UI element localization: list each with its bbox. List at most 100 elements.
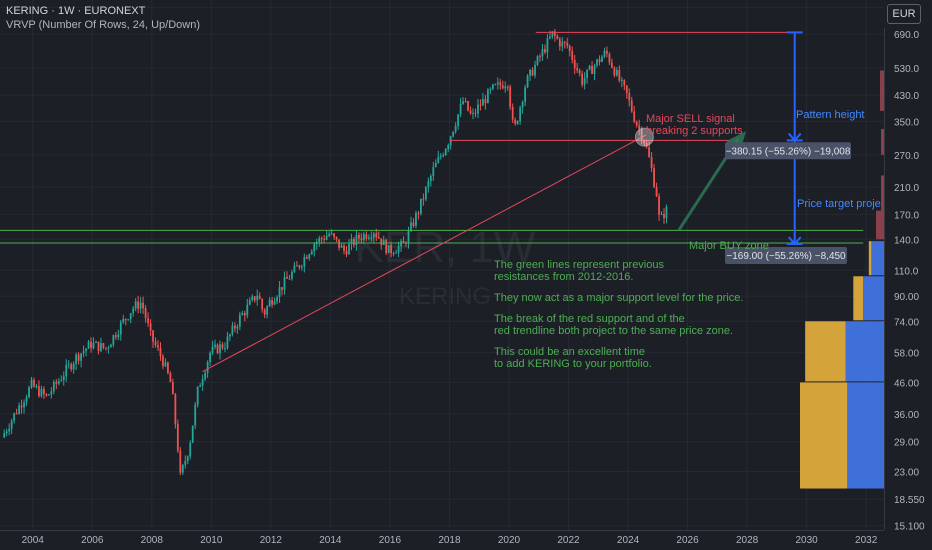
candle-body xyxy=(57,380,60,384)
candle-body xyxy=(385,239,388,254)
candle-body xyxy=(544,49,546,53)
candle-body xyxy=(581,73,584,85)
candle-body xyxy=(608,53,611,63)
price-tick-label: 530.0 xyxy=(894,64,919,75)
candle-body xyxy=(457,114,460,126)
volume-profile-down xyxy=(845,321,886,382)
candle-body xyxy=(62,376,65,381)
candle-body xyxy=(390,245,393,254)
volume-profile-up xyxy=(853,276,864,321)
candle-body xyxy=(519,107,522,121)
buy-zone-note: Major BUY zone xyxy=(689,240,769,252)
candle-body xyxy=(87,341,90,349)
candle-body xyxy=(261,299,264,310)
candle-body xyxy=(583,78,586,85)
candle-body xyxy=(467,101,469,111)
volume-profile-minor xyxy=(881,129,884,155)
volume-profile-down xyxy=(871,241,886,276)
candle-body xyxy=(303,257,306,267)
candle-body xyxy=(149,323,152,331)
pattern-height-note: Pattern height xyxy=(796,109,865,121)
candle-body xyxy=(70,364,73,370)
candle-body xyxy=(278,287,281,298)
candle-body xyxy=(139,302,142,309)
candle-body xyxy=(596,59,598,66)
candle-body xyxy=(8,428,11,432)
candle-body xyxy=(23,402,25,408)
time-tick-label: 2012 xyxy=(260,535,283,546)
candle-body xyxy=(295,265,298,267)
candle-body xyxy=(367,237,370,239)
candle-body xyxy=(439,155,442,158)
candle-body xyxy=(258,295,261,300)
candle-body xyxy=(573,59,576,69)
candle-body xyxy=(462,101,464,104)
candle-body xyxy=(375,233,378,237)
candle-body xyxy=(353,238,355,246)
candle-body xyxy=(211,346,214,353)
candle-body xyxy=(164,362,167,367)
candle-body xyxy=(308,254,311,259)
candle-body xyxy=(553,31,556,36)
candle-body xyxy=(593,65,596,74)
text-block-line-4: This could be an excellent time to add K… xyxy=(494,346,652,370)
indicator-label[interactable]: VRVP (Number Of Rows, 24, Up/Down) xyxy=(6,19,200,31)
candle-body xyxy=(162,356,164,367)
candle-body xyxy=(546,38,549,53)
candle-body xyxy=(176,424,179,451)
candle-body xyxy=(80,353,83,361)
volume-profile-up xyxy=(868,241,872,276)
price-tick-label: 46.00 xyxy=(894,378,919,389)
candle-body xyxy=(154,341,157,346)
price-tick-label: 15.100 xyxy=(894,522,925,533)
candle-body xyxy=(477,104,479,114)
candle-body xyxy=(109,344,112,348)
candle-body xyxy=(281,287,283,290)
candle-body xyxy=(434,163,437,168)
candle-body xyxy=(114,335,117,338)
candle-body xyxy=(598,59,601,62)
candle-body xyxy=(47,394,50,396)
candle-body xyxy=(214,344,216,347)
candle-body xyxy=(516,120,519,124)
candle-body xyxy=(514,119,517,124)
candle-body xyxy=(568,45,571,51)
candle-body xyxy=(556,35,559,39)
measure-top-label-box xyxy=(725,142,851,160)
candle-body xyxy=(38,386,40,397)
candle-body xyxy=(563,41,566,43)
candle-body xyxy=(13,413,16,421)
candle-body xyxy=(100,343,102,352)
candle-body xyxy=(134,301,137,309)
candle-body xyxy=(529,69,531,76)
candle-body xyxy=(578,70,581,74)
price-tick-label: 18.550 xyxy=(894,495,925,506)
candle-body xyxy=(551,31,554,37)
price-tick-label: 29.00 xyxy=(894,438,919,449)
candle-body xyxy=(479,104,482,106)
candle-body xyxy=(333,233,336,237)
candle-body xyxy=(640,129,643,141)
candle-body xyxy=(340,245,343,248)
currency-badge[interactable]: EUR xyxy=(887,4,921,24)
candle-body xyxy=(256,295,259,301)
candle-body xyxy=(442,154,445,156)
candle-body xyxy=(35,386,38,388)
candle-body xyxy=(526,75,529,88)
candle-body xyxy=(90,341,92,349)
candle-body xyxy=(52,381,55,392)
red-trendline[interactable] xyxy=(202,134,647,373)
candle-body xyxy=(40,388,43,397)
candle-body xyxy=(469,110,472,114)
candle-body xyxy=(10,420,13,429)
candle-body xyxy=(370,237,373,239)
candle-body xyxy=(67,364,70,366)
candle-body xyxy=(665,206,668,219)
time-tick-label: 2026 xyxy=(676,535,699,546)
candle-body xyxy=(276,297,278,302)
candle-body xyxy=(325,235,328,240)
candle-body xyxy=(618,69,621,81)
break-point-marker xyxy=(634,127,654,147)
